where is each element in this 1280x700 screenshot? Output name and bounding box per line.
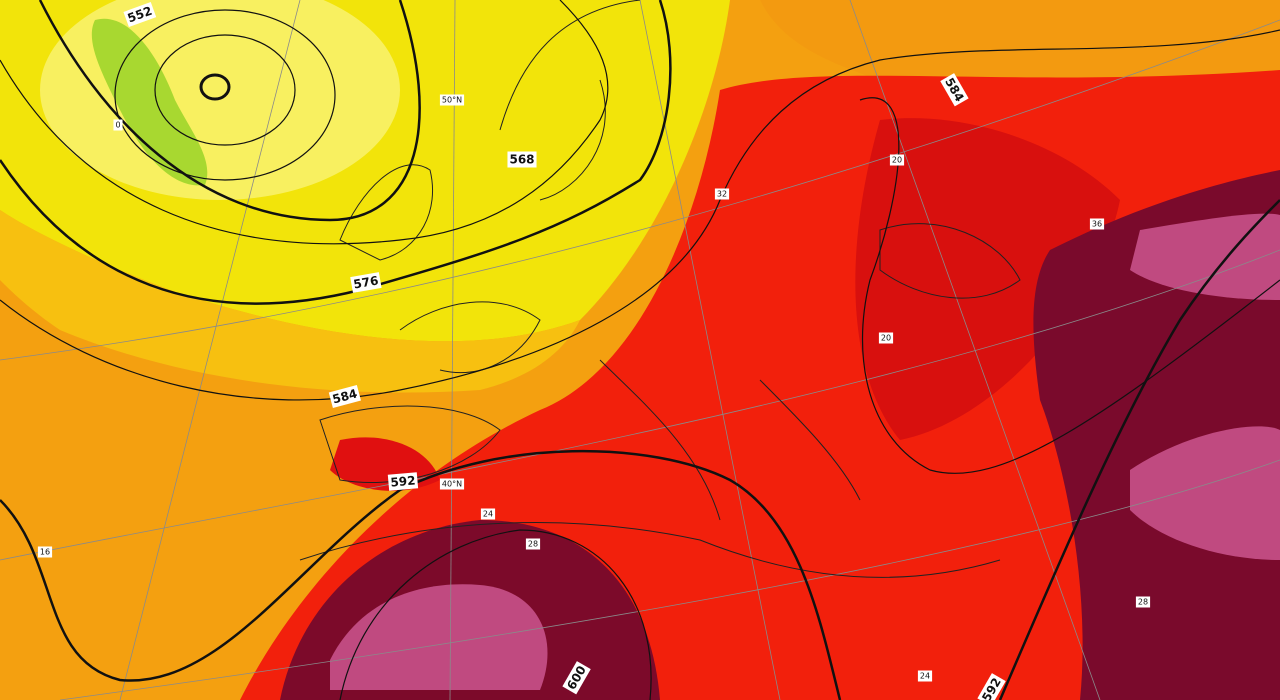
label-box — [1089, 218, 1105, 230]
black-sea — [879, 223, 1021, 299]
italy-balkans — [599, 359, 861, 521]
label-box — [714, 188, 730, 200]
contour-label: 50°N — [439, 94, 465, 106]
label-box — [889, 154, 905, 166]
contour-label: 24 — [917, 670, 933, 682]
label-text: 0 — [115, 121, 120, 130]
extreme-core-east — [1130, 213, 1280, 300]
contour-label: 20 — [889, 154, 905, 166]
contour — [339, 529, 652, 700]
label-box — [37, 546, 53, 558]
label-text: 28 — [528, 540, 538, 549]
scandinavia — [499, 0, 641, 201]
contour-label: 0 — [113, 119, 123, 131]
very-hot-region — [855, 118, 1120, 441]
contour-label: 584 — [328, 385, 361, 409]
label-text: 584 — [331, 387, 359, 407]
label-box — [328, 385, 361, 409]
label-box — [507, 151, 537, 168]
label-box — [525, 538, 541, 550]
label-text: 28 — [1138, 598, 1148, 607]
contour-label: 568 — [507, 151, 537, 168]
label-text: 36 — [1092, 220, 1102, 229]
label-text: 50°N — [442, 96, 462, 105]
contour — [0, 0, 609, 245]
label-text: 592 — [390, 473, 416, 489]
label-box — [917, 670, 933, 682]
label-box — [878, 332, 894, 344]
cold-patch — [91, 18, 208, 186]
contour-label: 24 — [480, 508, 496, 520]
extreme-region-east — [1033, 170, 1280, 700]
contour — [38, 0, 421, 222]
contour — [154, 34, 296, 146]
meridian — [639, 0, 781, 700]
contour — [0, 449, 842, 700]
contour-label: 28 — [525, 538, 541, 550]
label-text: 20 — [881, 334, 891, 343]
label-box — [940, 73, 969, 107]
parallel — [0, 19, 1280, 361]
label-text: 576 — [352, 273, 379, 291]
contour — [998, 199, 1280, 700]
meridian — [449, 0, 456, 700]
meridian — [119, 0, 301, 700]
label-box — [480, 508, 496, 520]
label-box — [439, 478, 465, 490]
label-box — [562, 661, 591, 695]
extreme-core-south — [330, 584, 548, 690]
label-box — [350, 272, 382, 293]
label-box — [387, 472, 419, 491]
contour-label: 40°N — [439, 478, 465, 490]
label-box — [1135, 596, 1151, 608]
contour — [114, 9, 336, 181]
contour-label: 592 — [387, 472, 419, 491]
contour-label: 16 — [37, 546, 53, 558]
label-text: 16 — [40, 548, 50, 557]
contour — [0, 29, 1280, 401]
label-text: 20 — [892, 156, 902, 165]
north-africa — [299, 522, 1001, 578]
label-box — [113, 119, 123, 131]
label-text: 40°N — [442, 480, 462, 489]
label-text: 32 — [717, 190, 727, 199]
label-text: 568 — [509, 153, 534, 167]
meridian — [849, 0, 1101, 700]
contour-label: 28 — [1135, 596, 1151, 608]
label-box — [123, 2, 157, 28]
contour-label: 32 — [714, 188, 730, 200]
contour-label: 552 — [123, 2, 157, 28]
extreme-core-east-2 — [1130, 426, 1280, 560]
contour-label: 576 — [350, 272, 382, 293]
label-box — [439, 94, 465, 106]
coastlines — [299, 0, 1021, 578]
contour-label: 36 — [1089, 218, 1105, 230]
contour — [0, 0, 672, 305]
label-box — [977, 673, 1006, 700]
label-text: 24 — [920, 672, 930, 681]
parallel — [59, 459, 1280, 700]
parallel — [0, 249, 1280, 561]
british-isles — [339, 164, 434, 261]
label-text: 24 — [483, 510, 493, 519]
contour-label: 20 — [878, 332, 894, 344]
mild-band — [0, 210, 580, 393]
contour — [199, 73, 231, 101]
